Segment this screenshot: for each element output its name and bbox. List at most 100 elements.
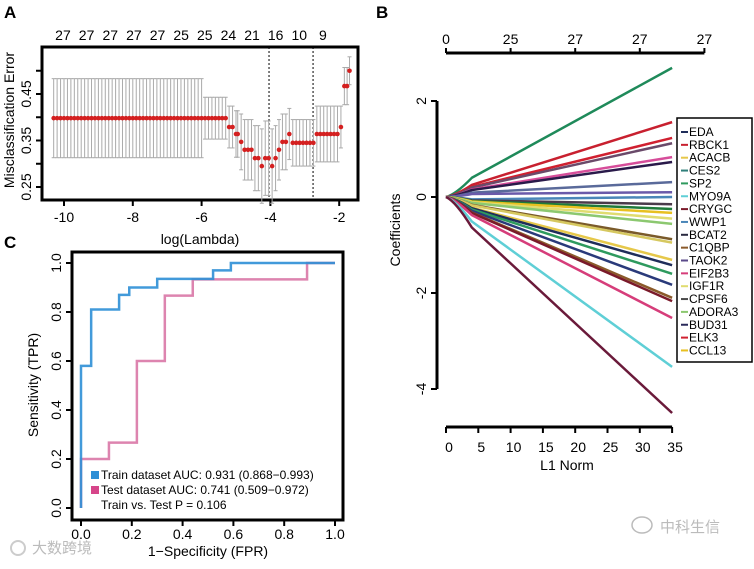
data-point xyxy=(230,124,235,130)
data-point xyxy=(209,115,215,121)
data-point xyxy=(324,131,330,137)
x-tick-label: 10 xyxy=(506,439,522,455)
top-df-label: 27 xyxy=(79,27,95,43)
data-point xyxy=(161,115,167,121)
data-point xyxy=(61,115,67,121)
top-df-label: 27 xyxy=(126,27,142,43)
data-point xyxy=(276,147,282,153)
legend-label: WWP1 xyxy=(689,215,727,229)
y-tick-label: -2 xyxy=(413,287,429,300)
legend-label: RBCK1 xyxy=(689,138,729,152)
top-df-label: 27 xyxy=(632,31,648,47)
data-point xyxy=(102,115,108,121)
x-tick-label: 0 xyxy=(445,439,453,455)
data-point xyxy=(195,115,201,121)
legend-label: CCL13 xyxy=(689,343,727,357)
watermark-logo-icon xyxy=(10,540,26,556)
data-point xyxy=(297,140,302,146)
data-point xyxy=(151,115,156,121)
panel-label-c: C xyxy=(4,233,16,252)
data-point xyxy=(293,140,299,146)
data-point xyxy=(290,140,296,146)
data-point xyxy=(262,155,268,161)
data-point xyxy=(219,115,225,121)
plot-frame xyxy=(40,45,360,202)
data-point xyxy=(238,139,244,145)
data-point xyxy=(171,115,177,121)
plot-frame xyxy=(70,250,345,522)
data-point xyxy=(202,115,208,121)
top-df-label: 25 xyxy=(173,27,189,43)
data-point xyxy=(144,115,149,121)
legend-label: C1QBP xyxy=(689,241,730,255)
data-point xyxy=(130,115,136,121)
top-df-label: 25 xyxy=(503,31,519,47)
data-point xyxy=(140,115,146,121)
data-point xyxy=(154,115,160,121)
data-point xyxy=(109,115,115,121)
y-tick-label: 0.0 xyxy=(48,498,64,518)
data-point xyxy=(58,115,63,121)
y-tick-label: 0.35 xyxy=(18,127,34,154)
data-point xyxy=(133,115,139,121)
data-point xyxy=(182,115,187,121)
y-axis-title: Sensitivity (TPR) xyxy=(25,333,41,437)
data-point xyxy=(72,115,77,121)
data-point xyxy=(242,147,247,153)
data-point xyxy=(158,115,163,121)
legend-label: Train dataset AUC: 0.931 (0.868−0.993) xyxy=(101,468,314,482)
legend-label: EIF2B3 xyxy=(689,266,729,280)
x-tick-label: 25 xyxy=(603,439,619,455)
legend-box xyxy=(676,117,753,363)
x-tick-label: 30 xyxy=(635,439,651,455)
data-point xyxy=(168,115,173,121)
data-point xyxy=(307,140,313,146)
data-point xyxy=(259,163,265,169)
roc-curve-test xyxy=(79,261,335,508)
x-tick-label: -8 xyxy=(127,209,140,225)
x-axis-title: log(Lambda) xyxy=(161,231,240,247)
top-df-label: 24 xyxy=(221,27,237,43)
data-point xyxy=(216,115,222,121)
watermark-right: 中科生信 xyxy=(631,516,720,536)
data-point xyxy=(269,163,275,169)
top-df-label: 25 xyxy=(197,27,213,43)
legend-label: SP2 xyxy=(689,176,712,190)
legend-swatch xyxy=(91,486,99,494)
data-point xyxy=(335,131,340,137)
x-tick-label: 15 xyxy=(538,439,554,455)
data-point xyxy=(213,115,218,121)
top-df-label: 27 xyxy=(150,27,166,43)
top-df-label: 0 xyxy=(442,31,450,47)
data-point xyxy=(147,115,153,121)
legend-label: Test dataset AUC: 0.741 (0.509−0.972) xyxy=(101,483,309,497)
p-value-annotation: Train vs. Test P = 0.106 xyxy=(101,498,227,512)
data-point xyxy=(256,155,261,161)
roc-curve-train xyxy=(79,261,335,508)
data-point xyxy=(123,115,129,121)
coefficient-path-line xyxy=(445,195,673,414)
top-df-label: 27 xyxy=(55,27,71,43)
data-point xyxy=(314,131,320,137)
legend-label: CPSF6 xyxy=(689,292,728,306)
x-tick-label: 20 xyxy=(570,439,586,455)
data-point xyxy=(300,140,306,146)
data-point xyxy=(78,115,84,121)
x-tick-label: -4 xyxy=(264,209,277,225)
top-df-label: 27 xyxy=(102,27,118,43)
top-df-label: 16 xyxy=(268,27,284,43)
legend-label: BCAT2 xyxy=(689,228,727,242)
panel-a-cv-error-plot: -10 -8 -6 -4 -2 0.25 0.35 0.45 27 27 27 27 27 25 25 24 2… xyxy=(1,27,360,247)
data-point xyxy=(331,131,337,137)
data-point xyxy=(89,115,94,121)
x-tick-label: 1.0 xyxy=(325,526,345,542)
x-tick-label: 0.4 xyxy=(173,526,193,542)
x-tick-label: -2 xyxy=(333,209,346,225)
watermark-left-text: 大数跨境 xyxy=(32,539,92,557)
data-point xyxy=(321,131,327,137)
top-df-label: 21 xyxy=(244,27,260,43)
data-point xyxy=(99,115,105,121)
data-point xyxy=(116,115,122,121)
data-point xyxy=(164,115,170,121)
